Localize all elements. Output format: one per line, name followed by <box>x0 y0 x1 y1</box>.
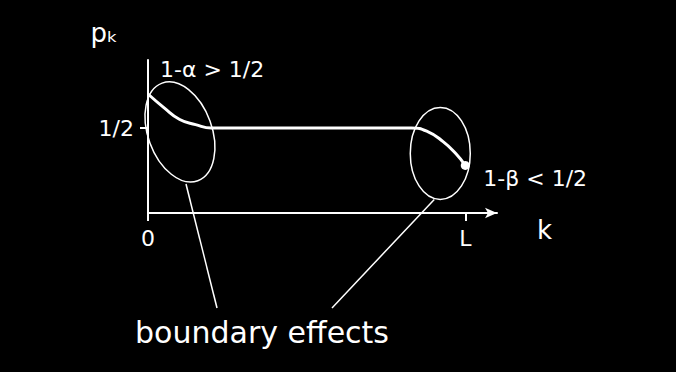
svg-text:L: L <box>459 226 472 251</box>
svg-text:pₖ: pₖ <box>90 18 118 48</box>
svg-text:boundary effects: boundary effects <box>135 315 389 350</box>
svg-text:1/2: 1/2 <box>99 116 134 141</box>
svg-text:1-β < 1/2: 1-β < 1/2 <box>483 166 587 191</box>
svg-text:0: 0 <box>141 226 155 251</box>
svg-text:1-α > 1/2: 1-α > 1/2 <box>160 57 264 82</box>
svg-text:k: k <box>537 215 552 245</box>
